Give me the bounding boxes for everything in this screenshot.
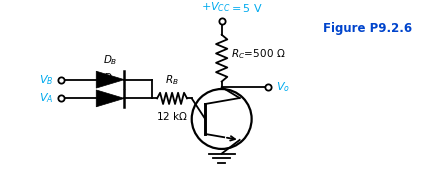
Polygon shape	[96, 90, 124, 107]
Text: $V_o$: $V_o$	[276, 80, 290, 94]
Text: $+V_{CC}$: $+V_{CC}$	[201, 0, 231, 14]
Text: Figure P9.2.6: Figure P9.2.6	[322, 22, 412, 35]
Text: $D_A$: $D_A$	[103, 71, 118, 85]
Polygon shape	[96, 71, 124, 88]
Text: $R_B$: $R_B$	[165, 73, 179, 87]
Text: $R_C\!=\!500\ \Omega$: $R_C\!=\!500\ \Omega$	[231, 47, 286, 61]
Text: $V_A$: $V_A$	[39, 91, 53, 105]
Text: $V_B$: $V_B$	[39, 73, 53, 87]
Text: $12\ \mathrm{k}\Omega$: $12\ \mathrm{k}\Omega$	[156, 110, 188, 122]
Text: $D_B$: $D_B$	[103, 53, 118, 67]
Text: $= 5\ \mathrm{V}$: $= 5\ \mathrm{V}$	[229, 2, 263, 14]
